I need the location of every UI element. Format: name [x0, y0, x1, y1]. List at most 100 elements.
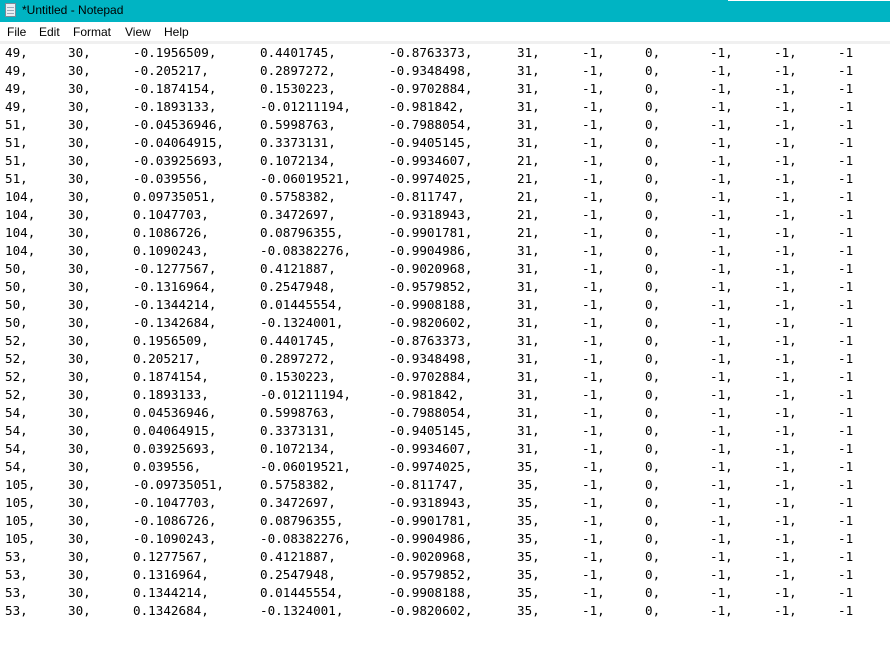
line-value: 30, — [68, 513, 91, 528]
menu-format[interactable]: Format — [73, 25, 112, 39]
line-value: 0, — [645, 81, 661, 96]
line-value: -0.9702884, — [389, 81, 473, 96]
text-line[interactable]: 50, 30, -0.1344214, 0.01445554, -0.9908188, 3… — [0, 296, 890, 314]
text-line[interactable]: 52, 30, 0.1874154, 0.1530223, -0.9702884, 31,… — [0, 368, 890, 386]
line-value: 30, — [68, 243, 91, 258]
text-line[interactable]: 53, 30, 0.1344214, 0.01445554, -0.9908188, 35… — [0, 584, 890, 602]
line-value: -1, — [774, 99, 797, 114]
text-line[interactable]: 49, 30, -0.1893133, -0.01211194, -0.981842, 3… — [0, 98, 890, 116]
line-value: 0.1072134, — [260, 441, 336, 456]
line-value: 30, — [68, 387, 91, 402]
line-value: 31, — [517, 441, 540, 456]
line-value: -1, — [774, 513, 797, 528]
line-value: 30, — [68, 405, 91, 420]
line-value: 51, — [5, 135, 28, 150]
text-line[interactable]: 53, 30, 0.1316964, 0.2547948, -0.9579852, 35,… — [0, 566, 890, 584]
text-line[interactable]: 51, 30, -0.04536946, 0.5998763, -0.7988054, 3… — [0, 116, 890, 134]
line-value: -1, — [582, 315, 605, 330]
menu-help[interactable]: Help — [164, 25, 189, 39]
line-value: 35, — [517, 531, 540, 546]
text-line[interactable]: 54, 30, 0.039556, -0.06019521, -0.9974025, 35… — [0, 458, 890, 476]
line-value: 30, — [68, 225, 91, 240]
menu-divider — [0, 41, 890, 44]
text-line[interactable]: 105, 30, -0.09735051, 0.5758382, -0.811747, 3… — [0, 476, 890, 494]
line-value: -1, — [582, 549, 605, 564]
text-line[interactable]: 104, 30, 0.1090243, -0.08382276, -0.9904986,… — [0, 242, 890, 260]
line-value: -1, — [710, 405, 733, 420]
text-line[interactable]: 50, 30, -0.1316964, 0.2547948, -0.9579852, 31… — [0, 278, 890, 296]
line-value: -1 — [838, 459, 854, 474]
menu-file[interactable]: File — [7, 25, 27, 39]
line-value: -1, — [582, 45, 605, 60]
line-value: -1, — [774, 585, 797, 600]
text-line[interactable]: 104, 30, 0.1047703, 0.3472697, -0.9318943, 21… — [0, 206, 890, 224]
text-line[interactable]: 49, 30, -0.1956509, 0.4401745, -0.8763373, 31… — [0, 44, 890, 62]
menu-bar: File Edit Format View Help — [0, 22, 890, 42]
text-line[interactable]: 53, 30, 0.1277567, 0.4121887, -0.9020968, 35,… — [0, 548, 890, 566]
line-value: -1, — [774, 423, 797, 438]
line-value: 21, — [517, 207, 540, 222]
title-bar[interactable]: *Untitled - Notepad — [0, 0, 890, 22]
line-value: -0.1342684, — [133, 315, 217, 330]
line-value: -1, — [774, 189, 797, 204]
text-line[interactable]: 49, 30, -0.205217, 0.2897272, -0.9348498, 31,… — [0, 62, 890, 80]
line-value: 30, — [68, 261, 91, 276]
line-value: -0.9318943, — [389, 207, 473, 222]
text-line[interactable]: 52, 30, 0.1956509, 0.4401745, -0.8763373, 31,… — [0, 332, 890, 350]
line-value: 31, — [517, 81, 540, 96]
text-line[interactable]: 54, 30, 0.04536946, 0.5998763, -0.7988054, 31… — [0, 404, 890, 422]
line-value: -0.04064915, — [133, 135, 224, 150]
text-line[interactable]: 105, 30, -0.1047703, 0.3472697, -0.9318943, 3… — [0, 494, 890, 512]
text-line[interactable]: 104, 30, 0.09735051, 0.5758382, -0.811747, 21… — [0, 188, 890, 206]
line-value: -1 — [838, 135, 854, 150]
line-value: -0.9820602, — [389, 603, 473, 618]
text-line[interactable]: 51, 30, -0.03925693, 0.1072134, -0.9934607, 2… — [0, 152, 890, 170]
text-line[interactable]: 52, 30, 0.1893133, -0.01211194, -0.981842, 31… — [0, 386, 890, 404]
line-value: -1, — [774, 369, 797, 384]
line-value: 54, — [5, 405, 28, 420]
line-value: 0.04536946, — [133, 405, 217, 420]
text-line[interactable]: 54, 30, 0.03925693, 0.1072134, -0.9934607, 31… — [0, 440, 890, 458]
text-line[interactable]: 105, 30, -0.1090243, -0.08382276, -0.9904986… — [0, 530, 890, 548]
text-line[interactable]: 49, 30, -0.1874154, 0.1530223, -0.9702884, 31… — [0, 80, 890, 98]
line-value: -1, — [710, 333, 733, 348]
text-line[interactable]: 104, 30, 0.1086726, 0.08796355, -0.9901781, 2… — [0, 224, 890, 242]
line-value: 0.03925693, — [133, 441, 217, 456]
line-value: -1, — [710, 315, 733, 330]
text-line[interactable]: 50, 30, -0.1342684, -0.1324001, -0.9820602, 3… — [0, 314, 890, 332]
text-line[interactable]: 105, 30, -0.1086726, 0.08796355, -0.9901781,… — [0, 512, 890, 530]
line-value: -0.1086726, — [133, 513, 217, 528]
line-value: -1, — [774, 405, 797, 420]
text-line[interactable]: 52, 30, 0.205217, 0.2897272, -0.9348498, 31, -… — [0, 350, 890, 368]
line-value: -1, — [710, 99, 733, 114]
menu-edit[interactable]: Edit — [39, 25, 60, 39]
line-value: 0.04064915, — [133, 423, 217, 438]
line-value: 0.08796355, — [260, 225, 344, 240]
line-value: -0.9348498, — [389, 351, 473, 366]
line-value: 0.1530223, — [260, 81, 336, 96]
line-value: 0.1342684, — [133, 603, 209, 618]
line-value: -1 — [838, 225, 854, 240]
line-value: -0.811747, — [389, 477, 465, 492]
line-value: -1, — [710, 135, 733, 150]
text-line[interactable]: 54, 30, 0.04064915, 0.3373131, -0.9405145, 31… — [0, 422, 890, 440]
line-value: -0.9579852, — [389, 567, 473, 582]
line-value: -0.811747, — [389, 189, 465, 204]
line-value: -1, — [774, 531, 797, 546]
line-value: 0, — [645, 315, 661, 330]
line-value: 31, — [517, 117, 540, 132]
line-value: -1, — [582, 63, 605, 78]
text-editor[interactable]: 49, 30, -0.1956509, 0.4401745, -0.8763373, 31… — [0, 44, 890, 648]
menu-view[interactable]: View — [125, 25, 151, 39]
text-line[interactable]: 50, 30, -0.1277567, 0.4121887, -0.9020968, 31… — [0, 260, 890, 278]
line-value: -1, — [710, 243, 733, 258]
text-line[interactable]: 51, 30, -0.04064915, 0.3373131, -0.9405145, 3… — [0, 134, 890, 152]
line-value: 35, — [517, 549, 540, 564]
line-value: -1, — [582, 495, 605, 510]
line-value: 0.5758382, — [260, 189, 336, 204]
text-line[interactable]: 51, 30, -0.039556, -0.06019521, -0.9974025, 2… — [0, 170, 890, 188]
line-value: 30, — [68, 207, 91, 222]
text-line[interactable]: 53, 30, 0.1342684, -0.1324001, -0.9820602, 35… — [0, 602, 890, 620]
line-value: 0.08796355, — [260, 513, 344, 528]
line-value: 0, — [645, 585, 661, 600]
